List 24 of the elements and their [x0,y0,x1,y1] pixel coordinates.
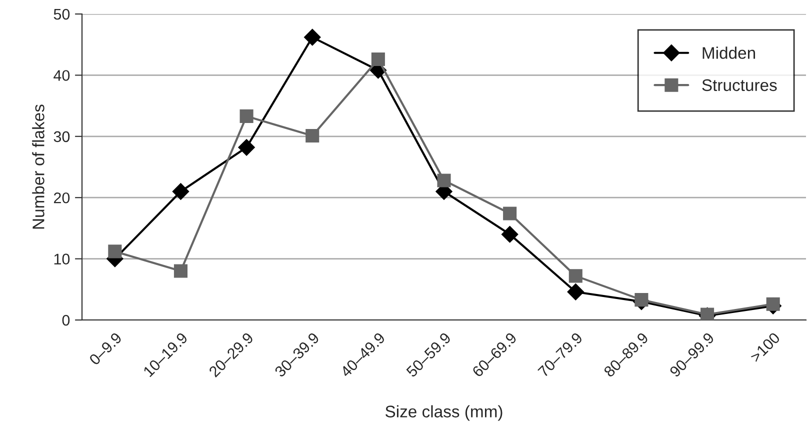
point [306,129,320,143]
point [501,226,518,243]
y-tick-label: 50 [54,8,70,20]
y-tick-label: 30 [54,131,70,142]
point [240,109,254,123]
x-axis-title: Size class (mm) [386,405,502,421]
point [568,269,582,283]
y-tick-label: 0 [62,314,70,326]
legend-label: Structures [702,79,777,92]
y-tick-label: 10 [54,254,70,264]
point [503,206,517,220]
point [304,28,321,46]
legend-label: Midden [702,46,756,59]
point [108,244,122,258]
point [634,293,648,307]
y-tick-label: 40 [54,70,70,81]
y-axis-title: Number of flakes [32,104,44,229]
point [567,283,584,300]
point [172,183,190,200]
point [238,139,255,156]
point [371,52,385,66]
point [174,264,188,278]
y-tick-label: 20 [54,192,70,204]
point [437,174,451,188]
